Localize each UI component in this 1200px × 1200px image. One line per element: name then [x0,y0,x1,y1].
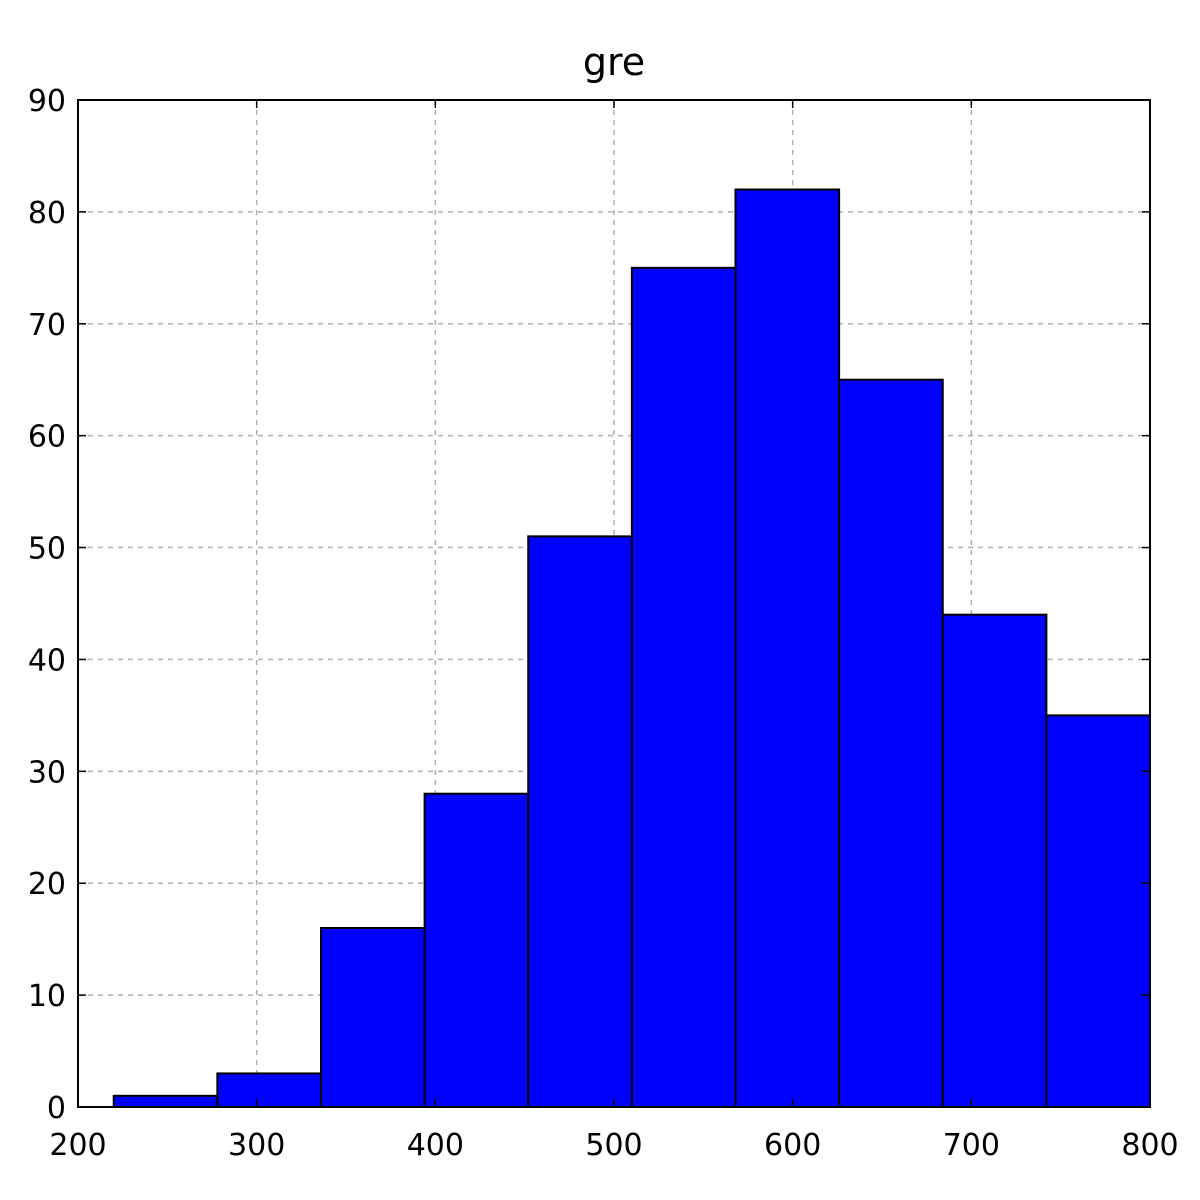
chart-title: gre [583,40,645,84]
y-tick-label-20: 20 [28,867,66,902]
x-tick-label-800: 800 [1121,1128,1178,1163]
histogram-bar-7 [734,188,841,1108]
axis-ticks: 200 300 400 500 600 700 800 0 10 20 30 40 50 60 70 80 90 [28,84,1179,1163]
x-tick-label-700: 700 [943,1128,1000,1163]
y-tick-label-90: 90 [28,84,66,119]
histogram-bar-5 [527,535,633,1108]
y-tick-label-70: 70 [28,308,66,343]
y-tick-label-0: 0 [47,1091,66,1126]
histogram-bar-6 [630,266,737,1109]
histogram-bars [112,188,1151,1109]
histogram-bar-8 [838,378,944,1108]
x-tick-label-400: 400 [407,1128,464,1163]
histogram-bar-1 [112,1094,219,1109]
histogram-bar-2 [216,1072,322,1109]
x-tick-label-600: 600 [764,1128,821,1163]
y-tick-label-10: 10 [28,979,66,1014]
y-tick-label-80: 80 [28,196,66,231]
y-tick-label-40: 40 [28,643,66,678]
histogram-bar-10 [1045,714,1151,1109]
histogram-bar-9 [941,613,1048,1108]
histogram-bar-3 [319,926,426,1108]
y-tick-label-30: 30 [28,755,66,790]
x-tick-label-500: 500 [585,1128,642,1163]
x-tick-label-200: 200 [49,1128,106,1163]
y-tick-label-60: 60 [28,420,66,455]
y-tick-label-50: 50 [28,532,66,567]
histogram-bar-4 [423,792,530,1108]
x-tick-label-300: 300 [228,1128,285,1163]
